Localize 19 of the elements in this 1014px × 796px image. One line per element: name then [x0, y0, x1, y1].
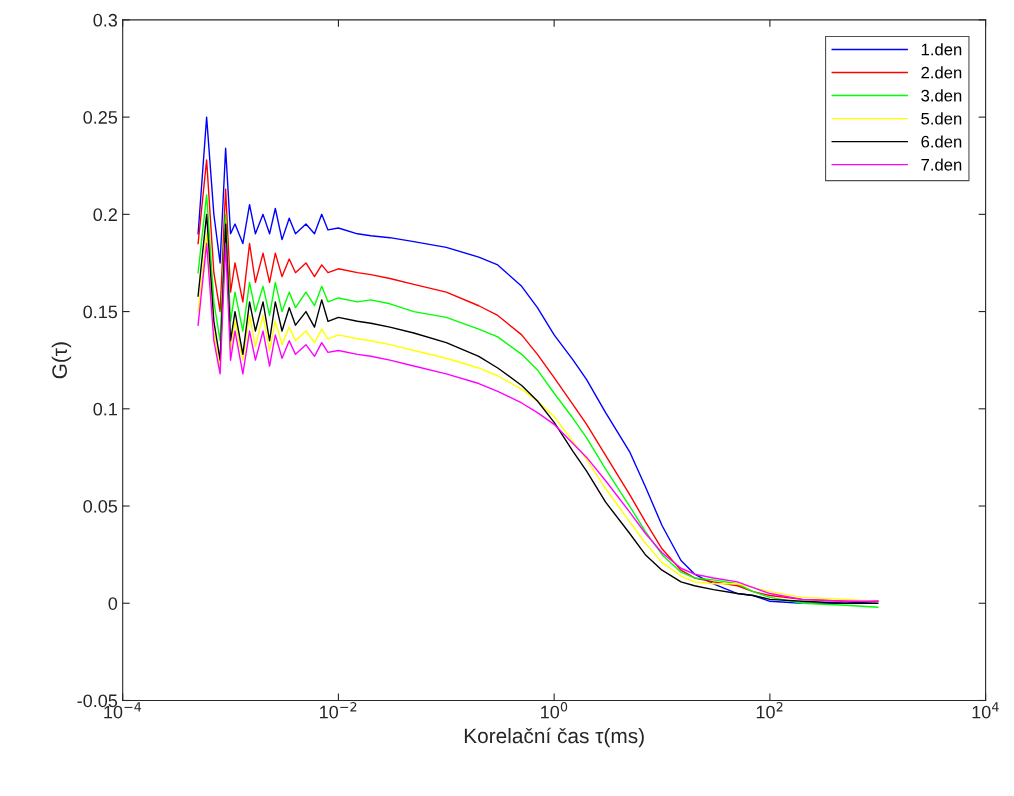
y-axis-title: G(τ)	[51, 342, 72, 379]
x-tick-label: 10$^{0}$	[541, 702, 568, 719]
legend-label: 5.den	[921, 112, 962, 125]
legend-label: 3.den	[921, 89, 962, 102]
y-tick-label: 0.15	[83, 305, 118, 319]
legend-label: 1.den	[921, 43, 962, 56]
y-tick-label: 0.2	[93, 208, 117, 222]
y-tick-label: 0	[108, 597, 118, 610]
x-tick-label: 10$^{−2}$	[320, 702, 357, 719]
y-tick-label: 0.05	[83, 499, 118, 513]
y-tick-label: 0.3	[93, 13, 118, 27]
legend-label: 6.den	[921, 135, 962, 148]
legend-label: 2.den	[921, 66, 962, 79]
y-tick-label: 0.1	[93, 402, 117, 416]
legend-label: 7.den	[921, 158, 962, 171]
x-tick-label: 10$^{4}$	[972, 702, 999, 719]
x-tick-label: 10$^{2}$	[756, 702, 783, 719]
x-axis-title: Korelační čas τ(ms)	[464, 727, 644, 748]
y-tick-label: 0.25	[83, 111, 118, 124]
